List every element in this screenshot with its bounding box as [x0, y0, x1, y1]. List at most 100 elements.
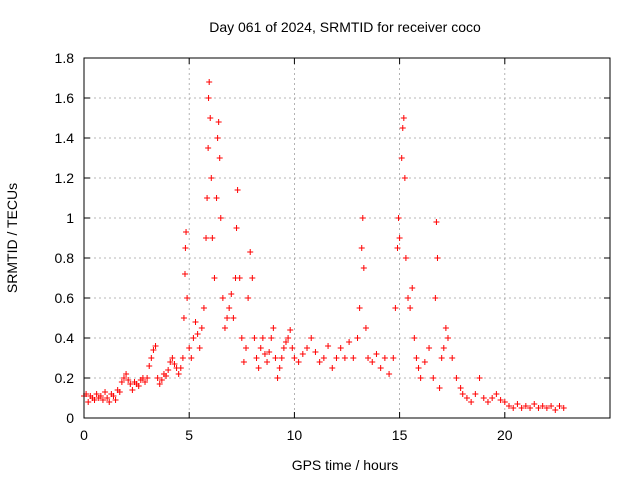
data-point [234, 187, 241, 193]
data-point [398, 155, 405, 161]
data-point [228, 291, 235, 297]
data-point [299, 351, 306, 357]
data-point [411, 335, 418, 341]
data-point [346, 339, 353, 345]
data-point [259, 335, 266, 341]
data-point [358, 245, 365, 251]
data-point [192, 319, 199, 325]
data-point [196, 345, 203, 351]
data-point [266, 349, 273, 355]
data-point [356, 305, 363, 311]
grid [84, 58, 610, 418]
data-point [359, 215, 366, 221]
data-point [142, 379, 149, 385]
data-point [433, 219, 440, 225]
y-axis-label: SRMTID / TECUs [4, 183, 20, 293]
data-point [394, 245, 401, 251]
data-point [255, 365, 262, 371]
data-point [144, 375, 151, 381]
data-point [204, 195, 211, 201]
data-point [249, 275, 256, 281]
data-point [251, 335, 258, 341]
data-point [436, 385, 443, 391]
data-point [154, 375, 161, 381]
data-point [484, 399, 491, 405]
data-point [106, 399, 113, 405]
data-point [415, 365, 422, 371]
data-point [188, 355, 195, 361]
data-point [497, 397, 504, 403]
y-tick-label: 0 [66, 410, 74, 426]
data-point [208, 175, 215, 181]
data-point [390, 355, 397, 361]
data-point [360, 265, 367, 271]
data-point [365, 355, 372, 361]
data-point [270, 325, 277, 331]
data-point [354, 335, 361, 341]
data-point [102, 389, 109, 395]
data-point [539, 403, 546, 409]
data-point [413, 355, 420, 361]
data-point [110, 393, 117, 399]
data-point [369, 359, 376, 365]
x-tick-label: 10 [287, 427, 303, 443]
data-point [125, 377, 132, 383]
data-point [148, 355, 155, 361]
data-point [213, 195, 220, 201]
data-point [472, 391, 479, 397]
y-tick-label: 1.2 [55, 170, 75, 186]
data-point [104, 395, 111, 401]
data-point [120, 375, 127, 381]
data-point [175, 371, 182, 377]
data-point [402, 255, 409, 261]
x-tick-label: 15 [392, 427, 408, 443]
data-point [350, 355, 357, 361]
data-point [177, 365, 184, 371]
data-point [493, 391, 500, 397]
data-point [392, 305, 399, 311]
data-point [329, 365, 336, 371]
data-point [261, 351, 268, 357]
data-point [152, 343, 159, 349]
data-point [295, 359, 302, 365]
data-point [200, 305, 207, 311]
x-tick-label: 5 [185, 427, 193, 443]
data-point [316, 359, 323, 365]
data-point [282, 339, 289, 345]
y-tick-label: 0.8 [55, 250, 75, 266]
data-point [377, 365, 384, 371]
data-point [280, 345, 287, 351]
data-point [399, 125, 406, 131]
data-point [396, 235, 403, 241]
data-point [401, 175, 408, 181]
data-point [468, 399, 475, 405]
data-point [205, 95, 212, 101]
data-point [194, 331, 201, 337]
data-point [272, 355, 279, 361]
data-point [444, 335, 451, 341]
data-point [432, 295, 439, 301]
y-tick-label: 0.6 [55, 290, 75, 306]
data-point [182, 245, 189, 251]
data-point [453, 375, 460, 381]
data-point [217, 215, 224, 221]
data-point [506, 403, 513, 409]
data-point [463, 395, 470, 401]
data-point [304, 345, 311, 351]
data-point [426, 345, 433, 351]
data-point [560, 405, 567, 411]
data-point [333, 355, 340, 361]
data-point [449, 355, 456, 361]
data-point [289, 345, 296, 351]
data-point [548, 403, 555, 409]
data-point [480, 395, 487, 401]
data-point [180, 315, 187, 321]
data-point [386, 371, 393, 377]
data-point [442, 325, 449, 331]
data-point [116, 389, 123, 395]
data-point [129, 387, 136, 393]
data-point [123, 371, 130, 377]
data-point [556, 403, 563, 409]
data-point [205, 145, 212, 151]
data-point [308, 335, 315, 341]
